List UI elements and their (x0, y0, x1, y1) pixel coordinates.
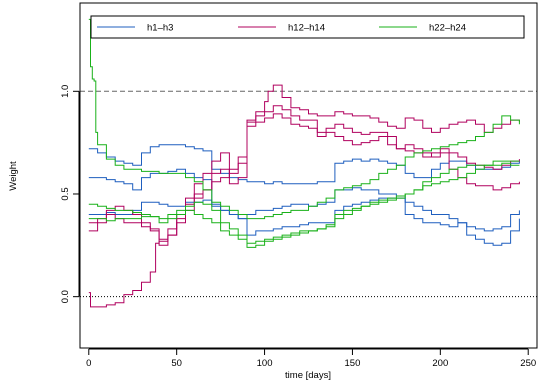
y-tick-label: 0.0 (60, 290, 71, 303)
x-tick-label: 100 (257, 358, 273, 369)
y-tick-label: 0.5 (60, 187, 71, 200)
x-tick-label: 50 (171, 358, 182, 369)
y-tick-label: 1.0 (60, 85, 71, 98)
plot-frame (79, 2, 538, 349)
legend: h1–h3 h12–h14 h22–h24 (90, 15, 525, 39)
series-line-6 (88, 105, 520, 240)
series-layer (88, 18, 520, 308)
x-axis-title: time [days] (285, 370, 331, 381)
x-tick-label: 250 (520, 358, 536, 369)
x-tick-label: 200 (432, 358, 448, 369)
series-line-2 (88, 168, 520, 246)
x-axis: 0 50 100 150 200 250 (86, 348, 536, 369)
series-line-9 (88, 162, 520, 244)
series-line-4 (88, 84, 520, 308)
series-line-7 (88, 18, 520, 220)
series-line-5 (88, 113, 520, 246)
x-tick-label: 0 (86, 358, 91, 369)
legend-label: h22–h24 (429, 23, 466, 34)
y-axis: 0.0 0.5 1.0 (60, 85, 80, 303)
x-tick-label: 150 (345, 358, 361, 369)
legend-label: h12–h14 (288, 23, 325, 34)
legend-label: h1–h3 (147, 23, 173, 34)
series-line-1 (88, 144, 520, 185)
legend-box (90, 15, 525, 39)
y-axis-title: Weight (8, 161, 19, 191)
series-line-8 (88, 160, 520, 248)
reference-lines (80, 90, 537, 298)
series-line-3 (88, 197, 520, 236)
